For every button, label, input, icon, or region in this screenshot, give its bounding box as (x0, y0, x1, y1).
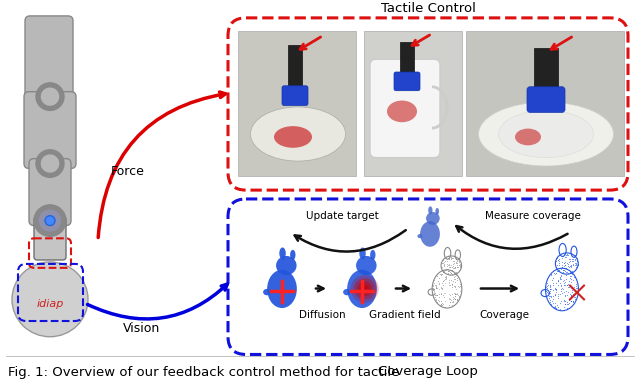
Ellipse shape (515, 129, 541, 145)
Circle shape (40, 154, 60, 173)
Ellipse shape (356, 256, 376, 275)
Ellipse shape (263, 289, 271, 295)
Text: Force: Force (111, 165, 145, 178)
Ellipse shape (343, 289, 351, 295)
Text: idiap: idiap (36, 299, 64, 309)
Circle shape (360, 285, 369, 293)
FancyBboxPatch shape (364, 31, 462, 176)
Circle shape (36, 83, 64, 110)
FancyBboxPatch shape (466, 31, 624, 176)
Circle shape (38, 209, 62, 232)
Ellipse shape (279, 247, 286, 259)
FancyBboxPatch shape (400, 43, 414, 82)
FancyBboxPatch shape (394, 72, 420, 91)
Ellipse shape (420, 221, 440, 247)
Text: Update target: Update target (306, 211, 378, 221)
FancyBboxPatch shape (534, 48, 558, 100)
Ellipse shape (428, 206, 433, 214)
Ellipse shape (417, 234, 422, 238)
Text: Fig. 1: Overview of our feedback control method for tactile: Fig. 1: Overview of our feedback control… (8, 366, 399, 379)
Text: Coverage: Coverage (479, 310, 529, 320)
FancyBboxPatch shape (527, 87, 565, 112)
Ellipse shape (290, 250, 296, 260)
Text: Gradient field: Gradient field (369, 310, 440, 320)
Text: Diffusion: Diffusion (299, 310, 346, 320)
FancyBboxPatch shape (34, 217, 66, 260)
Ellipse shape (359, 247, 366, 259)
Circle shape (45, 216, 55, 226)
Ellipse shape (276, 256, 296, 275)
Circle shape (36, 150, 64, 177)
Text: Tactile Control: Tactile Control (381, 2, 476, 15)
Text: Measure coverage: Measure coverage (485, 211, 581, 221)
Circle shape (351, 275, 379, 303)
Circle shape (357, 282, 372, 296)
Ellipse shape (479, 102, 614, 166)
FancyBboxPatch shape (238, 31, 356, 176)
FancyBboxPatch shape (25, 16, 73, 100)
FancyBboxPatch shape (288, 46, 302, 97)
Text: Vision: Vision (124, 322, 161, 336)
Circle shape (12, 262, 88, 337)
Circle shape (34, 205, 66, 236)
FancyBboxPatch shape (24, 92, 76, 169)
Ellipse shape (387, 101, 417, 122)
FancyBboxPatch shape (282, 86, 308, 105)
Ellipse shape (435, 208, 439, 215)
Ellipse shape (370, 250, 376, 260)
Ellipse shape (347, 270, 377, 308)
Ellipse shape (426, 212, 440, 225)
FancyBboxPatch shape (29, 159, 71, 226)
Ellipse shape (267, 270, 297, 308)
FancyBboxPatch shape (370, 59, 440, 158)
Text: Coverage Loop: Coverage Loop (378, 365, 478, 378)
Ellipse shape (274, 126, 312, 148)
Ellipse shape (499, 110, 593, 158)
Ellipse shape (250, 107, 346, 161)
Circle shape (354, 278, 376, 300)
Circle shape (40, 87, 60, 106)
